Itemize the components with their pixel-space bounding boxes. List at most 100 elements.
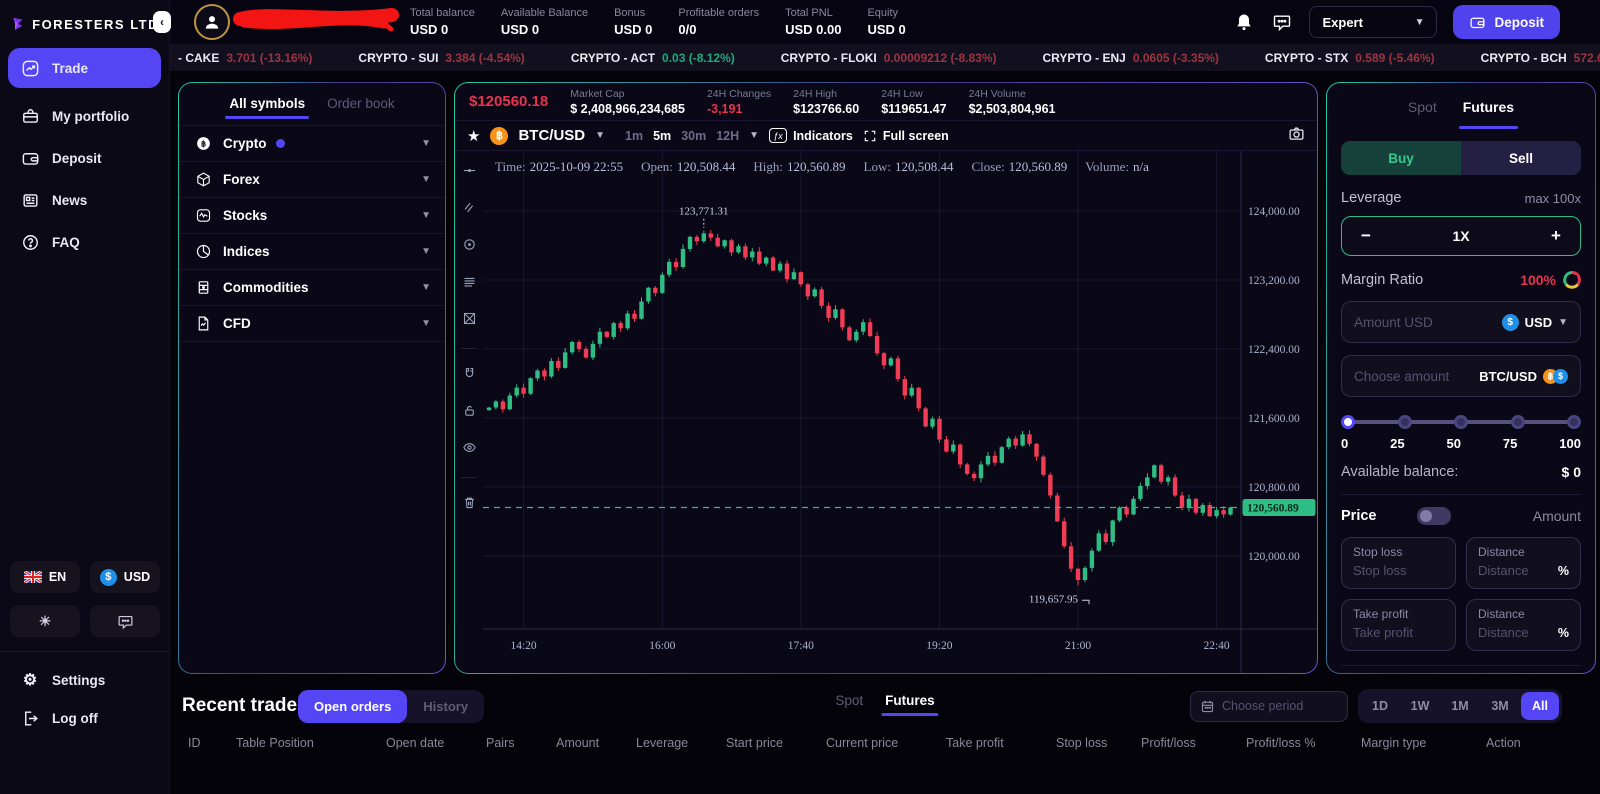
range-1d[interactable]: 1D: [1372, 699, 1388, 713]
deposit-button[interactable]: Deposit: [1453, 5, 1560, 39]
trash-tool[interactable]: [462, 495, 477, 515]
sidebar-collapse-button[interactable]: ‹: [153, 11, 171, 33]
category-label: Indices: [223, 244, 270, 259]
column-header: Action: [1486, 736, 1521, 750]
sidebar-item-settings[interactable]: ⚙ Settings: [8, 662, 162, 698]
svg-text:123,200.00: 123,200.00: [1248, 275, 1300, 287]
range-1w[interactable]: 1W: [1410, 699, 1430, 713]
slider-dot-0[interactable]: [1341, 415, 1355, 429]
sidebar-item-logoff[interactable]: Log off: [8, 700, 162, 736]
indicators-button[interactable]: ƒx Indicators: [769, 128, 853, 143]
chart-stat-label: Market Cap: [570, 87, 625, 100]
crosshair-tool[interactable]: [462, 163, 477, 183]
take-profit-distance-input[interactable]: [1478, 625, 1558, 640]
ticker-item[interactable]: CRYPTO - ENJ 0.0605 (-3.35%): [1043, 51, 1219, 65]
chevron-down-icon[interactable]: ▼: [595, 130, 606, 141]
range-3m[interactable]: 3M: [1491, 699, 1509, 713]
ticker-item[interactable]: CRYPTO - ACT 0.03 (-8.12%): [571, 51, 735, 65]
tab-futures[interactable]: Futures: [1458, 99, 1519, 129]
timeframe-30m[interactable]: 30m: [681, 128, 707, 143]
stop-loss-input[interactable]: [1353, 563, 1444, 578]
fib-tool[interactable]: [462, 237, 477, 257]
brand: FORESTERS LTD: [0, 0, 169, 46]
chevron-down-icon[interactable]: ▼: [421, 246, 431, 257]
ticker-item[interactable]: CRYPTO - FLOKI 0.00009212 (-8.83%): [781, 51, 997, 65]
currency-dropdown[interactable]: $ USD ▼: [1501, 313, 1568, 331]
amount-slider[interactable]: [1341, 415, 1581, 429]
chevron-down-icon[interactable]: ▼: [421, 210, 431, 221]
favorite-star-icon[interactable]: ★: [467, 127, 481, 145]
tab-all-symbols[interactable]: All symbols: [225, 96, 309, 119]
tab-spot[interactable]: Spot: [1407, 99, 1437, 115]
account-mode-select[interactable]: Expert ▼: [1309, 6, 1438, 38]
eye-tool[interactable]: [462, 440, 477, 460]
category-commodities[interactable]: Commodities ▼: [179, 270, 445, 306]
svg-text:19:20: 19:20: [926, 640, 952, 652]
open-orders-button[interactable]: Open orders: [298, 690, 408, 723]
category-stocks[interactable]: Stocks ▼: [179, 198, 445, 234]
stop-loss-distance-input[interactable]: [1478, 563, 1558, 578]
chevron-down-icon[interactable]: ▼: [421, 138, 431, 149]
range-1m[interactable]: 1M: [1451, 699, 1469, 713]
slider-dot-75[interactable]: [1510, 415, 1525, 429]
sidebar-item-deposit[interactable]: Deposit: [8, 138, 161, 178]
amount-input[interactable]: [1354, 314, 1494, 330]
timeframe-5m[interactable]: 5m: [653, 128, 672, 143]
slider-dot-50[interactable]: [1454, 415, 1468, 429]
category-cfd[interactable]: CFD ▼: [179, 306, 445, 342]
fullscreen-button[interactable]: Full screen: [863, 129, 949, 143]
slider-dot-100[interactable]: [1567, 415, 1581, 429]
tab-futures-bottom[interactable]: Futures: [881, 693, 939, 716]
pair-selector[interactable]: BTC/USD: [518, 127, 586, 144]
sidebar-item-faq[interactable]: FAQ: [8, 222, 161, 262]
patterns-tool[interactable]: [462, 274, 477, 294]
category-crypto[interactable]: ฿ Crypto ▼: [179, 126, 445, 162]
ticker-item[interactable]: - CAKE 3.701 (-13.16%): [178, 51, 312, 65]
category-indices[interactable]: Indices ▼: [179, 234, 445, 270]
range-all[interactable]: All: [1521, 692, 1559, 720]
ohlc-field: Volume: n/a: [1085, 159, 1149, 174]
sidebar-item-my-portfolio[interactable]: My portfolio: [8, 96, 161, 136]
chat-icon: [118, 615, 132, 629]
buy-tab[interactable]: Buy: [1341, 141, 1461, 175]
currency-button[interactable]: $ USD: [90, 561, 160, 593]
notifications-bell-icon[interactable]: [1233, 11, 1255, 33]
support-chat-button[interactable]: [90, 605, 160, 637]
choose-amount-input[interactable]: [1354, 368, 1472, 384]
chevron-down-icon[interactable]: ▼: [421, 318, 431, 329]
theme-toggle-button[interactable]: ☀: [10, 605, 80, 637]
tab-order-book[interactable]: Order book: [327, 96, 395, 111]
history-button[interactable]: History: [423, 699, 469, 714]
price-amount-toggle[interactable]: [1417, 507, 1452, 525]
leverage-decrease-button[interactable]: −: [1361, 226, 1371, 245]
candlestick-chart[interactable]: 124,000.00 123,200.00 122,400.00 121,600.00…: [483, 151, 1317, 673]
avatar[interactable]: [194, 4, 230, 40]
ticker-item[interactable]: CRYPTO - STX 0.589 (-5.46%): [1265, 51, 1435, 65]
timeframe-12H[interactable]: 12H: [716, 128, 740, 143]
chevron-down-icon[interactable]: ▼: [421, 174, 431, 185]
slider-dot-25[interactable]: [1397, 415, 1412, 429]
trendlines-tool[interactable]: [462, 200, 477, 220]
lock-tool[interactable]: [462, 403, 477, 423]
camera-icon[interactable]: [1288, 125, 1305, 147]
sell-tab[interactable]: Sell: [1461, 141, 1581, 175]
magnet-tool[interactable]: [462, 366, 477, 386]
language-button[interactable]: EN: [10, 561, 80, 593]
chevron-down-icon[interactable]: ▼: [421, 282, 431, 293]
take-profit-input[interactable]: [1353, 625, 1444, 640]
sidebar-item-news[interactable]: News: [8, 180, 161, 220]
sidebar-item-trade[interactable]: Trade: [8, 48, 161, 88]
slider-label: 0: [1341, 436, 1349, 451]
timeframe-1m[interactable]: 1m: [625, 128, 644, 143]
topbar-stat-label: Profitable orders: [678, 7, 760, 19]
ticker-item[interactable]: CRYPTO - BCH 572.60 (-2.45%): [1481, 51, 1600, 65]
tab-spot-bottom[interactable]: Spot: [835, 693, 864, 708]
ticker-item[interactable]: CRYPTO - SUI 3.384 (-4.54%): [358, 51, 524, 65]
chart-canvas[interactable]: 124,000.00 123,200.00 122,400.00 121,600.00…: [483, 151, 1317, 673]
leverage-increase-button[interactable]: +: [1551, 226, 1561, 245]
text-tool[interactable]: [462, 311, 477, 331]
category-forex[interactable]: Forex ▼: [179, 162, 445, 198]
timeframe-chevron-icon[interactable]: ▼: [749, 130, 760, 141]
choose-period-input[interactable]: [1222, 699, 1338, 713]
chat-bubble-icon[interactable]: [1271, 11, 1293, 33]
